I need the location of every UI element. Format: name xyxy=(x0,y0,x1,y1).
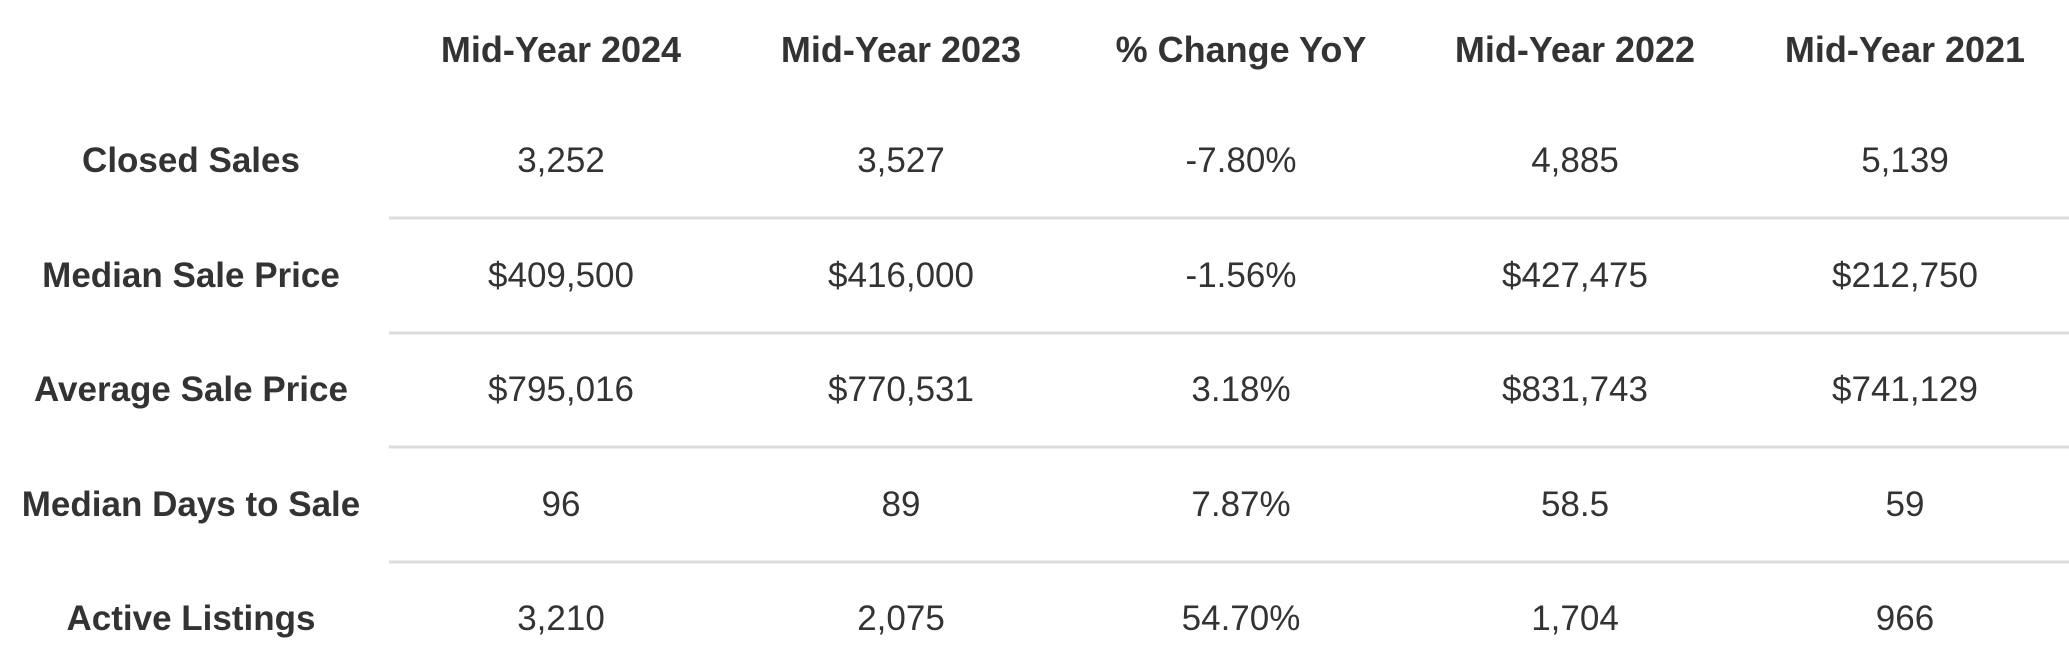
table-cell: 58.5 xyxy=(1540,484,1610,524)
table-cell: 966 xyxy=(1875,599,1935,638)
row-divider xyxy=(389,445,2069,449)
table-cell: 4,885 xyxy=(1531,141,1619,180)
table-cell: 1,704 xyxy=(1531,599,1619,638)
row-divider xyxy=(389,331,2069,335)
row-label: Median Sale Price xyxy=(42,255,340,295)
row-divider xyxy=(389,560,2069,564)
table-cell: 3,252 xyxy=(517,141,605,180)
table-cell: $409,500 xyxy=(488,255,634,295)
column-header: Mid-Year 2021 xyxy=(1784,29,2026,70)
table-cell: -1.56% xyxy=(1185,255,1297,295)
table-cell: 3,527 xyxy=(857,141,945,180)
table-cell: 3,210 xyxy=(517,599,605,638)
column-header: Mid-Year 2022 xyxy=(1454,29,1696,70)
table-cell: $741,129 xyxy=(1832,370,1978,409)
row-divider xyxy=(389,216,2069,220)
table-cell: 96 xyxy=(541,484,581,524)
row-label: Closed Sales xyxy=(82,141,300,180)
table-cell: 7.87% xyxy=(1191,484,1291,524)
table-cell: $416,000 xyxy=(828,255,974,295)
table-cell: 2,075 xyxy=(857,599,945,638)
table-cell: $831,743 xyxy=(1502,370,1648,409)
column-header: Mid-Year 2024 xyxy=(440,29,682,70)
column-header: % Change YoY xyxy=(1115,29,1367,70)
column-header: Mid-Year 2023 xyxy=(780,29,1022,70)
row-label: Median Days to Sale xyxy=(21,484,361,524)
table-cell: $770,531 xyxy=(828,370,974,409)
table-cell: 89 xyxy=(881,484,921,524)
table-cell: $212,750 xyxy=(1832,255,1978,295)
row-label: Average Sale Price xyxy=(34,370,348,409)
table-cell: 3.18% xyxy=(1191,370,1291,409)
table-cell: $795,016 xyxy=(488,370,634,409)
row-label: Active Listings xyxy=(66,599,316,638)
table-cell: $427,475 xyxy=(1502,255,1648,295)
table-cell: 59 xyxy=(1885,484,1925,524)
table-cell: 5,139 xyxy=(1861,141,1949,180)
table-cell: -7.80% xyxy=(1185,141,1297,180)
table-cell: 54.70% xyxy=(1181,599,1301,638)
